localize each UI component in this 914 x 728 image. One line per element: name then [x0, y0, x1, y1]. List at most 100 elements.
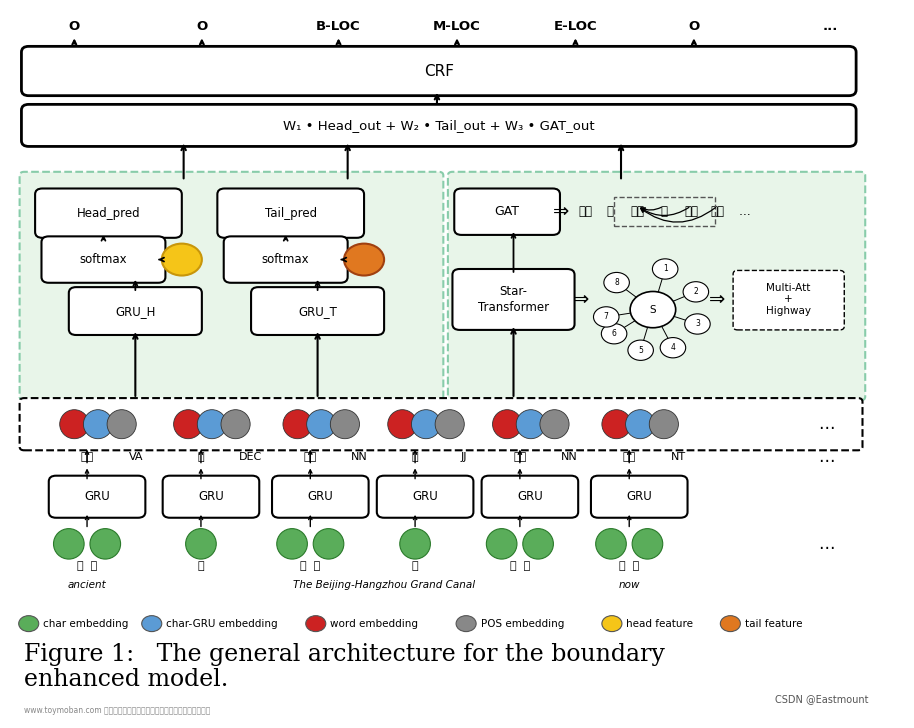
Text: O: O [688, 20, 699, 33]
FancyBboxPatch shape [19, 398, 863, 451]
FancyBboxPatch shape [272, 475, 368, 518]
Text: char-GRU embedding: char-GRU embedding [166, 619, 278, 629]
Circle shape [683, 282, 708, 302]
Ellipse shape [221, 410, 250, 439]
FancyBboxPatch shape [69, 287, 202, 335]
Circle shape [653, 259, 678, 279]
Ellipse shape [54, 529, 84, 559]
Text: M-LOC: M-LOC [433, 20, 481, 33]
Circle shape [344, 244, 384, 275]
Text: ...: ... [823, 20, 838, 33]
Circle shape [162, 244, 202, 275]
Text: W₁ • Head_out + W₂ • Tail_out + W₃ • GAT_out: W₁ • Head_out + W₂ • Tail_out + W₃ • GAT… [283, 119, 595, 132]
Circle shape [18, 616, 38, 632]
Text: GRU: GRU [307, 490, 334, 503]
Text: 如今: 如今 [622, 452, 636, 462]
Ellipse shape [330, 410, 359, 439]
Ellipse shape [197, 410, 227, 439]
FancyBboxPatch shape [452, 269, 575, 330]
Text: POS embedding: POS embedding [481, 619, 564, 629]
Text: NN: NN [560, 452, 578, 462]
FancyBboxPatch shape [21, 47, 856, 95]
Ellipse shape [83, 410, 112, 439]
Text: 2: 2 [694, 288, 698, 296]
Text: 的: 的 [197, 561, 204, 571]
Text: softmax: softmax [80, 253, 127, 266]
Text: CRF: CRF [424, 63, 453, 79]
Text: ancient: ancient [68, 580, 106, 590]
Text: 3: 3 [695, 320, 700, 328]
Ellipse shape [486, 529, 517, 559]
Text: 京  杭: 京 杭 [300, 561, 321, 571]
Text: 6: 6 [611, 329, 617, 339]
Ellipse shape [625, 410, 654, 439]
FancyBboxPatch shape [454, 189, 560, 235]
Text: 古  老: 古 老 [77, 561, 97, 571]
Ellipse shape [516, 410, 546, 439]
Circle shape [456, 616, 476, 632]
Text: CSDN @Eastmount: CSDN @Eastmount [775, 694, 868, 704]
Circle shape [593, 306, 619, 327]
Ellipse shape [388, 410, 417, 439]
Text: 大: 大 [412, 452, 419, 462]
Text: …: … [818, 448, 834, 466]
FancyBboxPatch shape [48, 475, 145, 518]
Text: GRU: GRU [626, 490, 652, 503]
FancyBboxPatch shape [251, 287, 384, 335]
Text: 京杭: 京杭 [631, 205, 644, 218]
Text: Highway: Highway [766, 306, 812, 316]
Text: GRU: GRU [517, 490, 543, 503]
Text: 如今: 如今 [710, 205, 725, 218]
Text: Tail_pred: Tail_pred [265, 207, 317, 220]
Circle shape [660, 338, 686, 358]
FancyBboxPatch shape [448, 172, 866, 400]
Text: Multi-Att: Multi-Att [767, 283, 811, 293]
Text: 运河: 运河 [514, 452, 526, 462]
Text: GRU: GRU [412, 490, 438, 503]
Text: 古老: 古老 [579, 205, 592, 218]
Text: …: … [739, 205, 749, 218]
Text: 运河: 运河 [685, 205, 698, 218]
Ellipse shape [435, 410, 464, 439]
Text: …: … [818, 415, 834, 433]
Text: …: … [818, 535, 834, 553]
Text: tail feature: tail feature [745, 619, 802, 629]
FancyBboxPatch shape [41, 237, 165, 282]
Circle shape [628, 340, 654, 360]
Text: enhanced model.: enhanced model. [24, 668, 229, 691]
Text: E-LOC: E-LOC [554, 20, 597, 33]
Ellipse shape [493, 410, 522, 439]
Text: NT: NT [671, 452, 686, 462]
Text: +: + [784, 293, 793, 304]
Text: S: S [650, 304, 656, 314]
Text: GRU: GRU [84, 490, 110, 503]
FancyBboxPatch shape [21, 104, 856, 146]
FancyBboxPatch shape [482, 475, 579, 518]
Circle shape [601, 323, 627, 344]
Text: www.toymoban.com 网络图片仅供展示，非存储，如有侵权请联系删除。: www.toymoban.com 网络图片仅供展示，非存储，如有侵权请联系删除。 [24, 706, 210, 715]
Text: Figure 1:   The general architecture for the boundary: Figure 1: The general architecture for t… [24, 643, 665, 665]
Ellipse shape [540, 410, 569, 439]
FancyBboxPatch shape [218, 189, 364, 238]
Ellipse shape [186, 529, 217, 559]
Text: 大: 大 [412, 561, 419, 571]
Text: 古老: 古老 [80, 452, 93, 462]
Text: GRU_T: GRU_T [298, 304, 337, 317]
Text: 8: 8 [614, 278, 619, 287]
Ellipse shape [107, 410, 136, 439]
Ellipse shape [59, 410, 89, 439]
Ellipse shape [283, 410, 312, 439]
Circle shape [602, 616, 622, 632]
Text: 5: 5 [638, 346, 643, 355]
Ellipse shape [174, 410, 203, 439]
Circle shape [630, 291, 675, 328]
Ellipse shape [411, 410, 441, 439]
Text: 如  今: 如 今 [619, 561, 640, 571]
FancyBboxPatch shape [35, 189, 182, 238]
FancyBboxPatch shape [591, 475, 687, 518]
Text: ⇒: ⇒ [573, 290, 590, 309]
Text: ⇒: ⇒ [708, 290, 725, 309]
Ellipse shape [90, 529, 121, 559]
Text: Star-
Transformer: Star- Transformer [478, 285, 549, 314]
Text: GAT: GAT [494, 205, 520, 218]
